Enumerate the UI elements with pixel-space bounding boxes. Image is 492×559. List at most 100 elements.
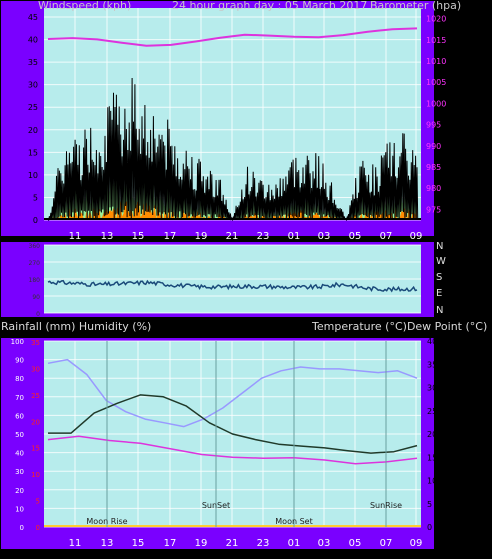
wind-y-tick: 35 bbox=[28, 58, 38, 67]
temp-x-tick: 07 bbox=[380, 538, 393, 549]
rainfall-y-tick: 35 bbox=[31, 339, 40, 347]
temperature-y-tick: 25 bbox=[427, 407, 437, 416]
barometer-y-tick: 1010 bbox=[426, 57, 446, 66]
barometer-y-tick: 985 bbox=[426, 163, 441, 172]
wind-y-tick: 30 bbox=[28, 81, 38, 90]
compass-label-n-bottom: N bbox=[436, 305, 443, 316]
wind-y-tick: 0 bbox=[33, 216, 38, 225]
wind-x-tick: 19 bbox=[195, 231, 208, 242]
rainfall-y-tick: 30 bbox=[31, 365, 40, 373]
event-label: Moon Rise bbox=[86, 517, 127, 526]
series-lines bbox=[44, 27, 421, 527]
barometer-y-tick: 1005 bbox=[426, 78, 446, 87]
event-markers: Moon Rise SunSet Moon Set SunRise bbox=[86, 341, 402, 527]
wind-x-tick: 01 bbox=[288, 231, 301, 242]
wind-x-tick: 03 bbox=[318, 231, 331, 242]
temperature-y-tick: 30 bbox=[427, 384, 437, 393]
wind-x-tick: 05 bbox=[349, 231, 362, 242]
humidity-y-tick: 0 bbox=[20, 524, 24, 532]
temperature-y-tick: 15 bbox=[427, 453, 437, 462]
temp-x-tick: 11 bbox=[69, 538, 82, 549]
tick-labels: 11 13 15 17 19 21 23 01 03 05 07 090510152025303540… bbox=[11, 13, 447, 549]
temperature-y-tick: 40 bbox=[427, 337, 437, 346]
temperature-y-tick: 35 bbox=[427, 360, 437, 369]
humidity-y-tick: 40 bbox=[15, 450, 24, 458]
temp-x-tick: 17 bbox=[164, 538, 177, 549]
temp-x-tick: 21 bbox=[226, 538, 239, 549]
humidity-y-tick: 50 bbox=[15, 431, 24, 439]
barometer-y-tick: 975 bbox=[426, 205, 441, 214]
temp-x-tick: 03 bbox=[318, 538, 331, 549]
chart-title: 24 hour graph day : 05 March 2017 bbox=[172, 0, 367, 12]
temp-x-tick: 15 bbox=[132, 538, 145, 549]
temperature-y-tick: 5 bbox=[427, 500, 432, 509]
wind-x-tick: 11 bbox=[69, 231, 82, 242]
barometer-axis-title: Barometer (hpa) bbox=[370, 0, 461, 12]
temp-x-tick: 05 bbox=[349, 538, 362, 549]
wind-x-tick: 23 bbox=[257, 231, 270, 242]
temp-x-tick: 13 bbox=[101, 538, 114, 549]
dew-point-line bbox=[47, 435, 418, 465]
humidity-y-tick: 90 bbox=[15, 357, 24, 365]
wind-y-tick: 10 bbox=[28, 171, 38, 180]
compass-label-w: W bbox=[436, 256, 446, 267]
wind-x-tick: 17 bbox=[164, 231, 177, 242]
barometer-y-tick: 1015 bbox=[426, 36, 446, 45]
compass-label-e: E bbox=[436, 288, 442, 299]
event-label: SunSet bbox=[202, 501, 230, 510]
humidity-y-tick: 20 bbox=[15, 487, 24, 495]
humidity-y-tick: 70 bbox=[15, 394, 24, 402]
wind-y-tick: 40 bbox=[28, 36, 38, 45]
direction-y-tick: 0 bbox=[36, 311, 40, 318]
humidity-y-tick: 80 bbox=[15, 375, 24, 383]
humidity-y-tick: 100 bbox=[11, 338, 24, 346]
wind-x-tick: 13 bbox=[101, 231, 114, 242]
rainfall-y-tick: 15 bbox=[31, 445, 40, 453]
direction-y-tick: 90 bbox=[32, 294, 40, 301]
rainfall-y-tick: 10 bbox=[31, 471, 40, 479]
direction-y-tick: 180 bbox=[29, 277, 41, 284]
rainfall-y-tick: 25 bbox=[31, 392, 40, 400]
temp-x-tick: 23 bbox=[257, 538, 270, 549]
wind-x-tick: 21 bbox=[226, 231, 239, 242]
temperature-y-tick: 10 bbox=[427, 477, 437, 486]
direction-y-tick: 360 bbox=[29, 243, 41, 250]
wind-x-tick: 15 bbox=[132, 231, 145, 242]
barometer-y-tick: 1020 bbox=[426, 15, 446, 24]
humidity-y-tick: 30 bbox=[15, 468, 24, 476]
barometer-y-tick: 980 bbox=[426, 184, 441, 193]
orange-area bbox=[48, 200, 417, 220]
gust-area bbox=[48, 169, 417, 220]
wind-axis-title: Windspeed (kph) bbox=[38, 0, 131, 12]
temperature-line bbox=[48, 394, 418, 454]
temperature-axis-title: Temperature (°C)Dew Point (°C) bbox=[311, 320, 487, 333]
compass-label-n-top: N bbox=[436, 241, 443, 252]
wind-x-tick: 07 bbox=[380, 231, 393, 242]
direction-y-tick: 270 bbox=[29, 260, 41, 267]
humidity-y-tick: 10 bbox=[15, 505, 24, 513]
wind-y-tick: 45 bbox=[28, 13, 38, 22]
rainfall-y-tick: 20 bbox=[31, 418, 40, 426]
wind-y-tick: 15 bbox=[28, 148, 38, 157]
humidity-line bbox=[47, 358, 418, 428]
temp-x-tick: 01 bbox=[288, 538, 301, 549]
rainfall-y-tick: 5 bbox=[36, 498, 40, 506]
wind-y-tick: 20 bbox=[28, 126, 38, 135]
wind-direction-line bbox=[47, 279, 418, 293]
barometer-y-tick: 1000 bbox=[426, 99, 446, 108]
wind-y-tick: 25 bbox=[28, 103, 38, 112]
wind-y-tick: 5 bbox=[33, 193, 38, 202]
barometer-y-tick: 995 bbox=[426, 121, 441, 130]
event-label: Moon Set bbox=[275, 517, 312, 526]
rainfall-y-tick: 0 bbox=[36, 524, 40, 532]
barometer-y-tick: 990 bbox=[426, 142, 441, 151]
humidity-y-tick: 60 bbox=[15, 412, 24, 420]
barometer-line bbox=[47, 27, 418, 47]
compass-label-s: S bbox=[436, 272, 442, 283]
rain-humidity-axis-title: Rainfall (mm) Humidity (%) bbox=[1, 320, 151, 333]
temp-x-tick: 09 bbox=[410, 538, 423, 549]
wind-x-tick: 09 bbox=[410, 231, 423, 242]
wind-fill bbox=[48, 169, 417, 220]
